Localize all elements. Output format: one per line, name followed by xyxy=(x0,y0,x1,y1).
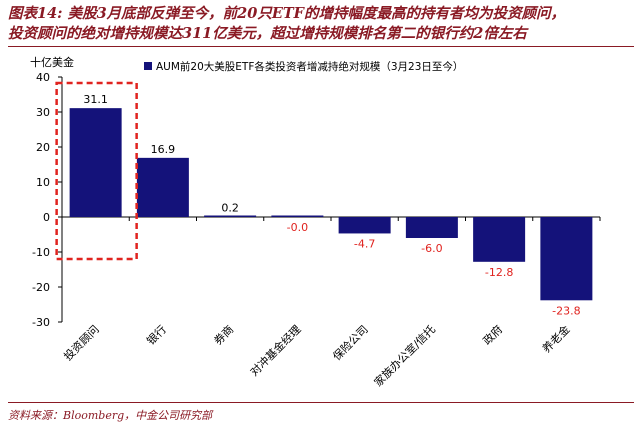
source-note: 资料来源：Bloomberg，中金公司研究部 xyxy=(8,409,213,422)
data-label-8: -23.8 xyxy=(552,304,580,317)
category-label-8: 养老金 xyxy=(539,322,572,355)
data-label-6: -6.0 xyxy=(421,242,442,255)
category-label-7: 政府 xyxy=(480,322,505,347)
figure-title-line-2: 投资顾问的绝对增持规模达311亿美元，超过增持规模排名第二的银行约2倍左右 xyxy=(8,25,527,42)
y-tick-label: 20 xyxy=(36,141,50,154)
bar-2 xyxy=(136,157,189,217)
bar-3 xyxy=(204,215,257,217)
y-axis-unit-label: 十亿美金 xyxy=(30,55,74,69)
category-label-1: 投资顾问 xyxy=(61,322,102,363)
category-label-3: 券商 xyxy=(211,322,236,347)
footer-separator xyxy=(8,402,634,403)
bar-5 xyxy=(338,217,391,234)
y-tick-label: -20 xyxy=(32,281,50,294)
bar-6 xyxy=(405,217,458,238)
data-label-2: 16.9 xyxy=(151,143,176,156)
data-label-4: -0.0 xyxy=(287,221,308,234)
data-label-3: 0.2 xyxy=(221,201,239,214)
bar-chart: 十亿美金 AUM前20大美股ETF各类投资者增减持绝对规模（3月23日至今） 40 3… xyxy=(30,55,601,389)
y-tick-label: 30 xyxy=(36,106,50,119)
bar-4 xyxy=(271,215,324,217)
y-tick-label: -30 xyxy=(32,316,50,329)
highlight-box xyxy=(55,81,138,261)
figure-title: 图表14: 美股3月底部反弹至今，前20只ETF的增持幅度最高的持有者均为投资顾… xyxy=(8,4,636,44)
data-label-7: -12.8 xyxy=(485,266,513,279)
category-label-5: 保险公司 xyxy=(330,322,371,363)
title-separator xyxy=(8,46,634,47)
category-label-2: 银行 xyxy=(144,322,169,347)
data-label-1: 31.1 xyxy=(83,93,108,106)
bar-1 xyxy=(69,108,122,217)
y-tick-label: 10 xyxy=(36,176,50,189)
legend-swatch xyxy=(144,62,152,70)
y-tick-label: 40 xyxy=(36,71,50,84)
legend-label: AUM前20大美股ETF各类投资者增减持绝对规模（3月23日至今） xyxy=(156,60,463,73)
bar-7 xyxy=(473,217,526,262)
category-label-6: 家族办公室/信托 xyxy=(371,322,438,389)
category-label-4: 对冲基金经理 xyxy=(247,322,304,379)
y-tick-label: 0 xyxy=(43,211,50,224)
figure-title-line-1: 图表14: 美股3月底部反弹至今，前20只ETF的增持幅度最高的持有者均为投资顾… xyxy=(8,5,565,22)
bar-8 xyxy=(540,217,593,301)
data-label-5: -4.7 xyxy=(354,237,375,250)
y-tick-label: -10 xyxy=(32,246,50,259)
